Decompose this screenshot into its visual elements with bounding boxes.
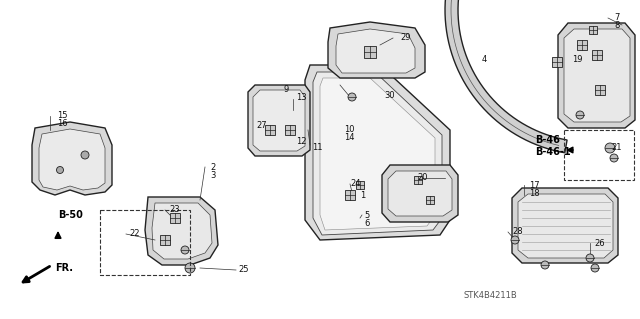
Circle shape — [605, 143, 615, 153]
Text: 6: 6 — [364, 219, 369, 227]
Bar — [426, 196, 434, 204]
Polygon shape — [518, 194, 613, 258]
Text: 5: 5 — [364, 211, 369, 219]
Bar — [589, 26, 597, 34]
Text: 1: 1 — [360, 190, 365, 199]
Text: 16: 16 — [57, 118, 68, 128]
Text: 23: 23 — [169, 205, 180, 214]
Text: 14: 14 — [344, 133, 355, 143]
Polygon shape — [32, 122, 112, 195]
Text: 26: 26 — [594, 239, 605, 248]
Circle shape — [56, 167, 63, 174]
Bar — [552, 57, 562, 67]
Text: 28: 28 — [512, 227, 523, 236]
Polygon shape — [145, 197, 218, 265]
Bar — [285, 125, 295, 135]
Text: 24: 24 — [350, 180, 360, 189]
Bar — [160, 235, 170, 245]
Text: B-46-1: B-46-1 — [535, 147, 571, 157]
Polygon shape — [564, 29, 630, 122]
Circle shape — [576, 111, 584, 119]
Circle shape — [348, 93, 356, 101]
Polygon shape — [445, 0, 567, 153]
Polygon shape — [512, 188, 618, 263]
Circle shape — [591, 264, 599, 272]
Text: 3: 3 — [210, 170, 216, 180]
Bar — [592, 50, 602, 60]
Polygon shape — [152, 203, 212, 259]
Circle shape — [586, 254, 594, 262]
Circle shape — [181, 246, 189, 254]
Text: 18: 18 — [529, 189, 540, 197]
Text: 17: 17 — [529, 181, 540, 189]
Text: FR.: FR. — [55, 263, 73, 273]
Bar — [364, 46, 376, 58]
Bar — [170, 213, 180, 223]
Polygon shape — [248, 85, 310, 156]
Text: 21: 21 — [611, 144, 621, 152]
Text: STK4B4211B: STK4B4211B — [463, 291, 517, 300]
Text: 20: 20 — [417, 174, 428, 182]
Text: 4: 4 — [482, 56, 487, 64]
Text: 15: 15 — [57, 110, 67, 120]
Circle shape — [81, 151, 89, 159]
Polygon shape — [336, 29, 415, 73]
Polygon shape — [313, 72, 442, 235]
Text: 7: 7 — [614, 13, 620, 23]
Bar — [564, 130, 634, 180]
Text: 25: 25 — [238, 265, 248, 275]
Bar — [356, 181, 364, 189]
Text: 8: 8 — [614, 21, 620, 31]
Text: 2: 2 — [210, 162, 215, 172]
Text: 30: 30 — [384, 91, 395, 100]
Text: 29: 29 — [400, 33, 410, 42]
Polygon shape — [558, 23, 635, 128]
Circle shape — [610, 154, 618, 162]
Circle shape — [185, 263, 195, 273]
Bar — [265, 125, 275, 135]
Polygon shape — [328, 22, 425, 78]
Bar — [595, 85, 605, 95]
Text: 9: 9 — [284, 85, 289, 94]
Bar — [414, 176, 422, 184]
Polygon shape — [388, 171, 452, 216]
Bar — [577, 40, 587, 50]
Text: 27: 27 — [256, 122, 267, 130]
Polygon shape — [305, 65, 450, 240]
Text: B-50: B-50 — [58, 210, 83, 220]
Circle shape — [541, 261, 549, 269]
Polygon shape — [253, 90, 305, 151]
Bar — [345, 190, 355, 200]
Text: B-46: B-46 — [535, 135, 560, 145]
Polygon shape — [382, 165, 458, 222]
Text: 11: 11 — [312, 144, 323, 152]
Text: 10: 10 — [344, 125, 355, 135]
Text: 12: 12 — [296, 137, 307, 146]
Polygon shape — [320, 78, 435, 230]
Circle shape — [511, 236, 519, 244]
Polygon shape — [39, 129, 105, 190]
Bar — [100, 210, 190, 275]
Text: 13: 13 — [296, 93, 307, 102]
Text: 19: 19 — [572, 56, 582, 64]
Text: 22: 22 — [129, 229, 140, 239]
